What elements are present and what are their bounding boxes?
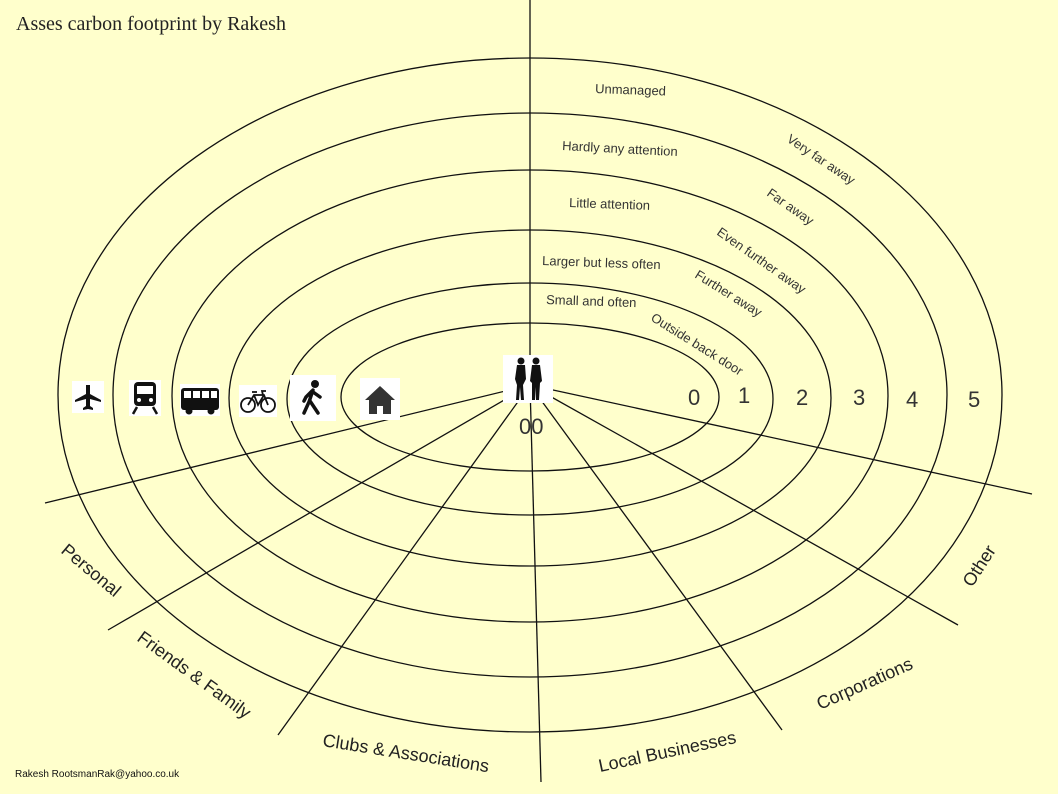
attention-labels: Small and often Larger but less often Li…	[542, 81, 678, 310]
bus-icon	[180, 384, 220, 416]
rays	[44, 0, 1033, 783]
ring-numbers: 0 1 2 3 4 5 00	[519, 383, 980, 439]
category-clubs: Clubs & Associations	[321, 730, 490, 776]
attention-label: Hardly any attention	[562, 138, 678, 159]
category-corporations: Corporations	[813, 653, 915, 713]
ring-number: 5	[968, 387, 980, 412]
category-labels: Personal Friends & Family Clubs & Associ…	[57, 540, 999, 777]
ray-personal	[44, 384, 531, 504]
diagram-title: Asses carbon footprint by Rakesh	[16, 13, 286, 35]
ray-other	[529, 384, 959, 626]
ray-edge	[529, 384, 1033, 495]
credit-text: Rakesh RootsmanRak@yahoo.co.uk	[15, 769, 180, 780]
ray-local	[529, 384, 542, 783]
airplane-icon	[72, 381, 104, 413]
bicycle-icon	[239, 385, 277, 417]
pedestrian-icon	[290, 375, 336, 421]
ring-number: 1	[738, 383, 750, 408]
ring-number: 0	[688, 385, 700, 410]
center-label: 00	[519, 414, 543, 439]
ray-friends	[107, 384, 531, 631]
distance-label: Further away	[692, 267, 765, 320]
category-local-businesses: Local Businesses	[597, 727, 738, 776]
category-other: Other	[959, 542, 1000, 591]
attention-label: Little attention	[569, 195, 650, 213]
people-icon	[503, 355, 553, 403]
ray-clubs	[277, 384, 531, 736]
attention-label: Small and often	[546, 292, 637, 310]
category-friends-family: Friends & Family	[134, 627, 255, 723]
category-personal: Personal	[57, 540, 124, 601]
house-icon	[360, 378, 400, 420]
attention-label: Unmanaged	[595, 81, 666, 98]
train-icon	[129, 380, 161, 416]
ring-number: 4	[906, 387, 918, 412]
ring-number: 2	[796, 385, 808, 410]
distance-label: Far away	[764, 185, 817, 228]
ring-number: 3	[853, 385, 865, 410]
distance-labels: Outside back door Further away Even furt…	[648, 131, 858, 379]
ray-corporations	[529, 384, 783, 731]
distance-label: Very far away	[784, 131, 858, 188]
attention-label: Larger but less often	[542, 253, 661, 272]
